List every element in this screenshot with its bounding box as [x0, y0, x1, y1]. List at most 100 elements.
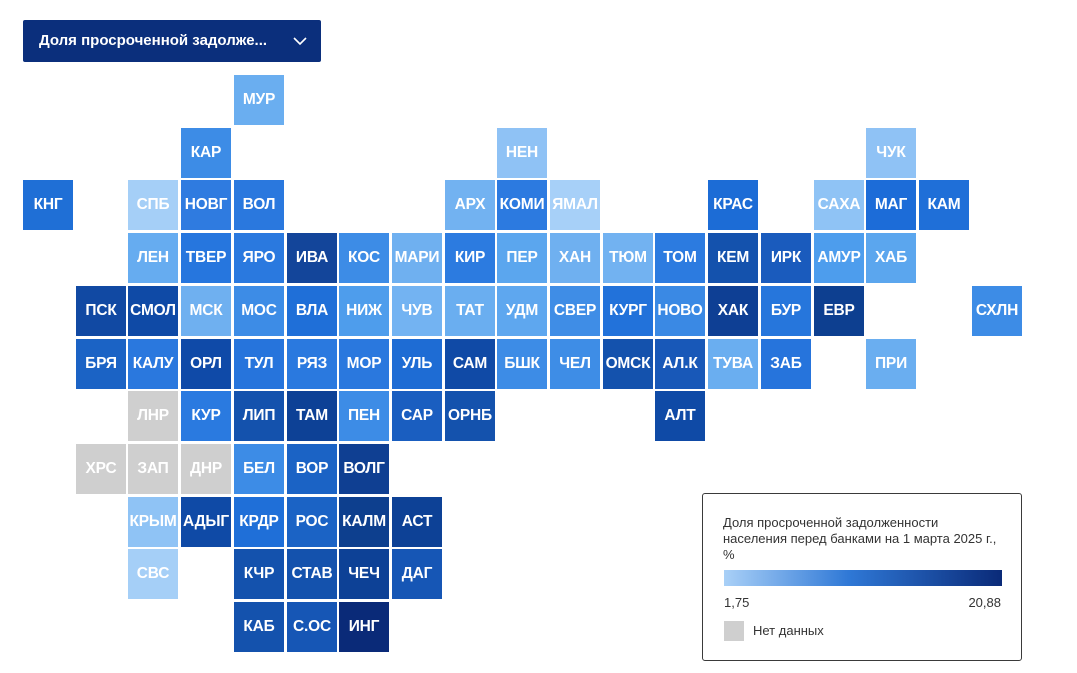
region-tile[interactable]: ТОМ	[655, 233, 705, 283]
legend-min-value: 1,75	[724, 595, 750, 610]
region-tile[interactable]: КРЫМ	[128, 497, 178, 547]
region-tile[interactable]: ЧУК	[866, 128, 916, 178]
region-tile[interactable]: СМОЛ	[128, 286, 178, 336]
region-tile[interactable]: КУР	[181, 391, 231, 441]
region-tile[interactable]: АМУР	[814, 233, 864, 283]
region-tile[interactable]: ХРС	[76, 444, 126, 494]
region-tile[interactable]: САХА	[814, 180, 864, 230]
region-tile[interactable]: ВЛА	[287, 286, 337, 336]
region-tile[interactable]: БУР	[761, 286, 811, 336]
region-tile[interactable]: МУР	[234, 75, 284, 125]
region-tile[interactable]: ДНР	[181, 444, 231, 494]
region-tile[interactable]: ПРИ	[866, 339, 916, 389]
region-tile[interactable]: ПСК	[76, 286, 126, 336]
region-tile[interactable]: КНГ	[23, 180, 73, 230]
region-tile[interactable]: СПБ	[128, 180, 178, 230]
region-tile[interactable]: МАГ	[866, 180, 916, 230]
region-tile[interactable]: КИР	[445, 233, 495, 283]
region-tile[interactable]: ЕВР	[814, 286, 864, 336]
region-tile[interactable]: МОС	[234, 286, 284, 336]
region-tile[interactable]: КАЛМ	[339, 497, 389, 547]
region-tile[interactable]: ЗАП	[128, 444, 178, 494]
region-tile[interactable]: СХЛН	[972, 286, 1022, 336]
region-tile[interactable]: АРХ	[445, 180, 495, 230]
region-tile[interactable]: СТАВ	[287, 549, 337, 599]
map-legend: Доля просроченной задолженности населени…	[702, 493, 1022, 661]
region-tile[interactable]: ЛИП	[234, 391, 284, 441]
region-tile[interactable]: КОС	[339, 233, 389, 283]
region-tile[interactable]: ТВЕР	[181, 233, 231, 283]
region-tile[interactable]: МСК	[181, 286, 231, 336]
region-tile[interactable]: ИВА	[287, 233, 337, 283]
region-tile[interactable]: ТАТ	[445, 286, 495, 336]
region-tile[interactable]: МОР	[339, 339, 389, 389]
region-tile[interactable]: НИЖ	[339, 286, 389, 336]
region-tile[interactable]: КОМИ	[497, 180, 547, 230]
region-tile[interactable]: НЕН	[497, 128, 547, 178]
region-tile[interactable]: БЕЛ	[234, 444, 284, 494]
region-tile[interactable]: КУРГ	[603, 286, 653, 336]
region-tile[interactable]: ЧУВ	[392, 286, 442, 336]
region-tile[interactable]: АДЫГ	[181, 497, 231, 547]
region-tile[interactable]: ВОР	[287, 444, 337, 494]
indicator-dropdown-label: Доля просроченной задолже...	[39, 32, 268, 49]
region-tile[interactable]: ЧЕЧ	[339, 549, 389, 599]
region-tile[interactable]: НОВО	[655, 286, 705, 336]
legend-color-scale	[724, 570, 1002, 586]
region-tile[interactable]: ОРЛ	[181, 339, 231, 389]
region-tile[interactable]: ПЕН	[339, 391, 389, 441]
region-tile[interactable]: ОМСК	[603, 339, 653, 389]
region-tile[interactable]: КАМ	[919, 180, 969, 230]
region-tile[interactable]: РОС	[287, 497, 337, 547]
region-tile[interactable]: АЛ.К	[655, 339, 705, 389]
region-tile[interactable]: УЛЬ	[392, 339, 442, 389]
region-tile[interactable]: ХАБ	[866, 233, 916, 283]
region-tile[interactable]: КАР	[181, 128, 231, 178]
region-tile[interactable]: ТЮМ	[603, 233, 653, 283]
region-tile[interactable]: БРЯ	[76, 339, 126, 389]
indicator-dropdown[interactable]: Доля просроченной задолже...	[23, 20, 321, 62]
region-tile[interactable]: ЛЕН	[128, 233, 178, 283]
region-tile[interactable]: АЛТ	[655, 391, 705, 441]
region-tile[interactable]: СВС	[128, 549, 178, 599]
region-tile[interactable]: ХАН	[550, 233, 600, 283]
region-tile[interactable]: ЯРО	[234, 233, 284, 283]
region-tile[interactable]: БШК	[497, 339, 547, 389]
region-tile[interactable]: УДМ	[497, 286, 547, 336]
region-tile[interactable]: ВОЛ	[234, 180, 284, 230]
region-tile[interactable]: НОВГ	[181, 180, 231, 230]
region-tile[interactable]: РЯЗ	[287, 339, 337, 389]
region-tile[interactable]: ОРНБ	[445, 391, 495, 441]
region-tile[interactable]: ДАГ	[392, 549, 442, 599]
region-tile[interactable]: КАБ	[234, 602, 284, 652]
region-tile[interactable]: ВОЛГ	[339, 444, 389, 494]
region-tile[interactable]: ЧЕЛ	[550, 339, 600, 389]
legend-title: Доля просроченной задолженности населени…	[723, 515, 997, 562]
region-tile[interactable]: ПЕР	[497, 233, 547, 283]
region-tile[interactable]: ТУЛ	[234, 339, 284, 389]
region-tile[interactable]: ИНГ	[339, 602, 389, 652]
region-tile[interactable]: КАЛУ	[128, 339, 178, 389]
region-tile[interactable]: ЯМАЛ	[550, 180, 600, 230]
region-tile[interactable]: С.ОС	[287, 602, 337, 652]
region-tile[interactable]: ТУВА	[708, 339, 758, 389]
region-tile[interactable]: ИРК	[761, 233, 811, 283]
region-tile[interactable]: КЕМ	[708, 233, 758, 283]
region-tile[interactable]: КЧР	[234, 549, 284, 599]
region-tile[interactable]: ЗАБ	[761, 339, 811, 389]
region-tile[interactable]: КРДР	[234, 497, 284, 547]
region-tile[interactable]: ЛНР	[128, 391, 178, 441]
chevron-down-icon	[293, 37, 307, 46]
region-tile[interactable]: САР	[392, 391, 442, 441]
region-tile[interactable]: СВЕР	[550, 286, 600, 336]
region-tile[interactable]: ТАМ	[287, 391, 337, 441]
region-tile[interactable]: МАРИ	[392, 233, 442, 283]
legend-nodata-swatch	[724, 621, 744, 641]
legend-max-value: 20,88	[968, 595, 1001, 610]
legend-nodata-label: Нет данных	[753, 623, 824, 638]
region-tile[interactable]: ХАК	[708, 286, 758, 336]
region-tile[interactable]: КРАС	[708, 180, 758, 230]
region-tile[interactable]: САМ	[445, 339, 495, 389]
region-tile[interactable]: АСТ	[392, 497, 442, 547]
